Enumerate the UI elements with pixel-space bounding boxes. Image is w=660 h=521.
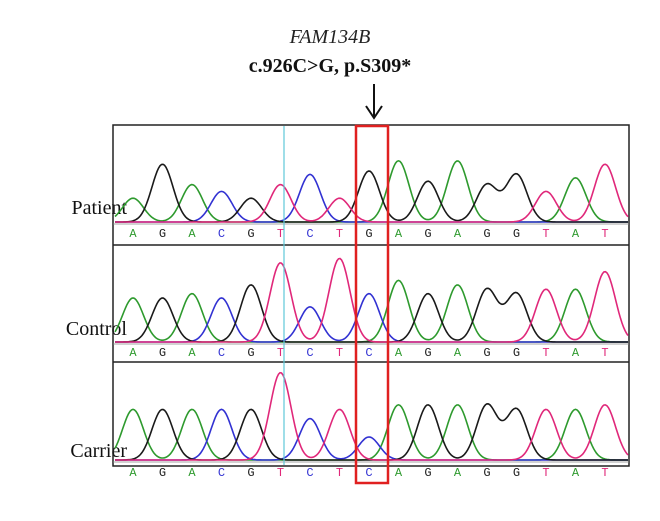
base-call: C xyxy=(306,227,313,241)
trace-T-carrier xyxy=(115,371,629,461)
trace-C-carrier xyxy=(115,408,628,461)
base-call: G xyxy=(513,227,520,241)
trace-row-patient xyxy=(113,159,629,225)
base-call: C xyxy=(365,346,372,360)
trace-A-carrier xyxy=(114,403,628,461)
base-call: G xyxy=(247,346,254,360)
base-call: A xyxy=(454,466,462,480)
trace-G-patient xyxy=(115,163,628,223)
mutation-label: c.926C>G, p.S309* xyxy=(248,55,412,77)
base-call: A xyxy=(188,466,196,480)
row-label-control: Control xyxy=(65,318,127,340)
base-call: T xyxy=(601,227,608,241)
mutation-highlight-box xyxy=(354,124,390,485)
down-arrow-icon xyxy=(365,84,383,120)
base-call: T xyxy=(336,466,343,480)
base-call: T xyxy=(336,227,343,241)
base-call: G xyxy=(424,227,431,241)
base-call: T xyxy=(277,227,284,241)
base-call: T xyxy=(601,466,608,480)
base-call: G xyxy=(483,346,490,360)
base-call: A xyxy=(129,346,137,360)
base-call: G xyxy=(365,227,372,241)
base-call: T xyxy=(277,466,284,480)
base-call: A xyxy=(129,466,137,480)
trace-A-patient xyxy=(114,159,628,223)
base-call: C xyxy=(306,346,313,360)
base-call: T xyxy=(542,346,549,360)
base-call: A xyxy=(395,346,403,360)
base-call: C xyxy=(365,466,372,480)
trace-row-control xyxy=(113,257,629,345)
base-call: G xyxy=(513,466,520,480)
base-call: T xyxy=(277,346,284,360)
base-call: G xyxy=(159,346,166,360)
base-call: C xyxy=(218,346,225,360)
gene-name: FAM134B xyxy=(289,26,371,48)
trace-C-patient xyxy=(115,173,628,223)
trace-A-control xyxy=(114,279,628,343)
base-call: G xyxy=(159,227,166,241)
base-call: A xyxy=(395,227,403,241)
base-call: A xyxy=(188,346,196,360)
trace-T-patient xyxy=(115,163,629,223)
base-call: A xyxy=(129,227,137,241)
base-call: C xyxy=(306,466,313,480)
base-call: A xyxy=(188,227,196,241)
base-call: A xyxy=(454,227,462,241)
base-call: T xyxy=(601,346,608,360)
trace-G-carrier xyxy=(115,402,628,461)
base-call: A xyxy=(572,466,580,480)
trace-T-control xyxy=(115,257,629,343)
trace-C-control xyxy=(115,292,628,343)
base-call: T xyxy=(336,346,343,360)
base-call: A xyxy=(454,346,462,360)
base-call: G xyxy=(247,227,254,241)
base-call: G xyxy=(247,466,254,480)
base-call: A xyxy=(572,227,580,241)
base-call: G xyxy=(483,466,490,480)
base-call: C xyxy=(218,227,225,241)
base-call: T xyxy=(542,227,549,241)
base-call: G xyxy=(424,466,431,480)
base-call: C xyxy=(218,466,225,480)
base-call: T xyxy=(542,466,549,480)
trace-row-carrier xyxy=(113,371,629,463)
base-call: G xyxy=(159,466,166,480)
base-call: A xyxy=(395,466,403,480)
base-call: G xyxy=(513,346,520,360)
base-call: G xyxy=(483,227,490,241)
base-call: A xyxy=(572,346,580,360)
base-call: G xyxy=(424,346,431,360)
